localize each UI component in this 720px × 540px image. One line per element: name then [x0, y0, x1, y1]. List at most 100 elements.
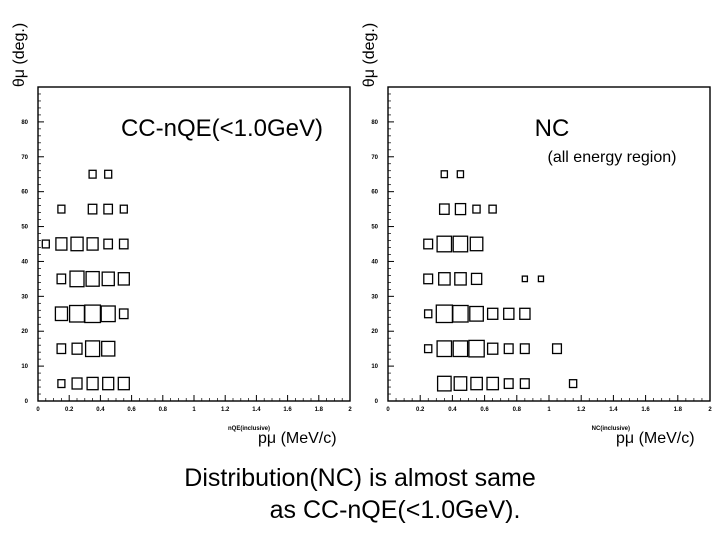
x-tick-label: 0.4: [448, 407, 457, 413]
bin-box: [488, 204, 497, 214]
x-tick-label: 1.8: [674, 407, 683, 413]
bin-box: [454, 202, 467, 216]
x-axis-name: nQE(inclusive): [228, 426, 270, 432]
bin-box: [436, 235, 453, 253]
cc-nqe-plot: 0 10 20 30 40 50 60 70 80 0 0.2 0.4 0.6 0.8 1 1.2 1.4 1.6…: [11, 23, 352, 447]
bin-box: [503, 343, 514, 355]
y-tick-label: 40: [21, 259, 28, 265]
x-tick-label: 0: [386, 407, 390, 413]
bin-box: [101, 271, 115, 287]
bin-box: [470, 272, 483, 286]
bin-box: [453, 376, 468, 391]
bin-box: [472, 204, 481, 214]
caption: Distribution(NC) is almost same as CC-nQ…: [0, 462, 720, 526]
bin-box: [454, 272, 467, 286]
bin-box: [101, 340, 116, 357]
y-tick-label: 30: [371, 294, 378, 300]
x-tick-label: 1.6: [283, 407, 292, 413]
bin-box: [452, 235, 469, 253]
bin-box: [438, 203, 450, 215]
nc-plot: 0 10 20 30 40 50 60 70 80 0 0.2 0.4 0.6 0.8 1 1.2 1.4 1.6…: [361, 23, 712, 447]
bin-box: [456, 170, 465, 179]
x-tick-label: 0: [36, 407, 40, 413]
plot-title: NC: [535, 115, 570, 142]
x-tick-label: 1: [192, 407, 196, 413]
bin-box: [56, 273, 67, 285]
x-tick-label: 0.8: [159, 407, 168, 413]
bin-box: [503, 307, 515, 320]
x-tick-label: 2: [348, 407, 352, 413]
bin-box: [86, 376, 99, 391]
bin-box: [118, 308, 129, 320]
bin-box: [118, 238, 129, 250]
x-tick-label: 1.8: [315, 407, 324, 413]
y-tick-label: 40: [371, 259, 378, 265]
plot-subtitle: (all energy region): [548, 149, 677, 166]
bin-box: [436, 340, 453, 358]
bin-box: [537, 275, 545, 283]
bin-box: [104, 169, 113, 179]
bin-box: [519, 378, 530, 390]
bin-box: [436, 375, 452, 392]
x-axis-unit: pμ (MeV/c): [258, 430, 337, 447]
y-tick-label: 20: [371, 329, 378, 335]
bin-box: [119, 204, 128, 214]
y-axis-label: θμ (deg.): [361, 23, 378, 87]
bin-box: [435, 304, 454, 324]
bin-box: [568, 379, 578, 389]
bin-box: [469, 305, 484, 322]
y-tick-label: 80: [371, 120, 378, 126]
x-tick-label: 0.2: [416, 407, 425, 413]
y-tick-label: 30: [21, 294, 28, 300]
x-tick-label: 1.4: [609, 407, 618, 413]
bin-box: [438, 272, 451, 286]
y-tick-label: 10: [371, 364, 378, 370]
x-tick-label: 0.6: [480, 407, 489, 413]
bin-box: [423, 238, 434, 250]
bin-box: [41, 239, 50, 249]
bin-box: [469, 236, 484, 252]
y-axis-label: θμ (deg.): [11, 23, 28, 87]
bin-box: [440, 170, 449, 179]
bin-box: [54, 306, 69, 322]
x-tick-label: 0.6: [127, 407, 136, 413]
bin-box: [70, 236, 84, 252]
bin-box: [551, 343, 563, 355]
bin-box: [103, 203, 114, 215]
caption-line-2: as CC-nQE(<1.0GeV).: [269, 496, 521, 524]
x-axis-unit: pμ (MeV/c): [616, 430, 695, 447]
bin-box: [56, 343, 67, 355]
bin-box: [71, 377, 83, 390]
bin-box: [486, 307, 499, 320]
x-tick-label: 0.4: [96, 407, 105, 413]
y-tick-label: 70: [371, 155, 378, 161]
bin-box: [423, 344, 433, 354]
bin-box: [470, 376, 483, 391]
bin-box: [117, 376, 130, 391]
bin-box: [486, 342, 499, 355]
bin-box: [486, 376, 500, 391]
x-tick-label: 0.8: [513, 407, 522, 413]
bin-box: [87, 203, 98, 215]
bin-box: [519, 343, 530, 355]
x-axis-name: NC(inclusive): [592, 426, 630, 432]
bin-box: [103, 238, 114, 250]
bin-box: [57, 379, 66, 389]
bin-box: [117, 272, 130, 286]
bin-box: [85, 270, 100, 287]
bin-box: [71, 342, 83, 355]
bin-box: [100, 305, 116, 323]
bin-box: [423, 273, 434, 285]
y-tick-label: 70: [21, 155, 28, 161]
bin-box: [423, 309, 433, 319]
x-tick-label: 1.2: [221, 407, 230, 413]
bin-box: [503, 378, 514, 390]
x-tick-label: 1.6: [641, 407, 650, 413]
y-tick-label: 20: [21, 329, 28, 335]
bin-box: [84, 340, 101, 358]
bin-box: [452, 340, 469, 358]
bin-box: [69, 270, 85, 288]
caption-line-1: Distribution(NC) is almost same: [184, 464, 536, 492]
y-tick-label: 60: [21, 190, 28, 196]
